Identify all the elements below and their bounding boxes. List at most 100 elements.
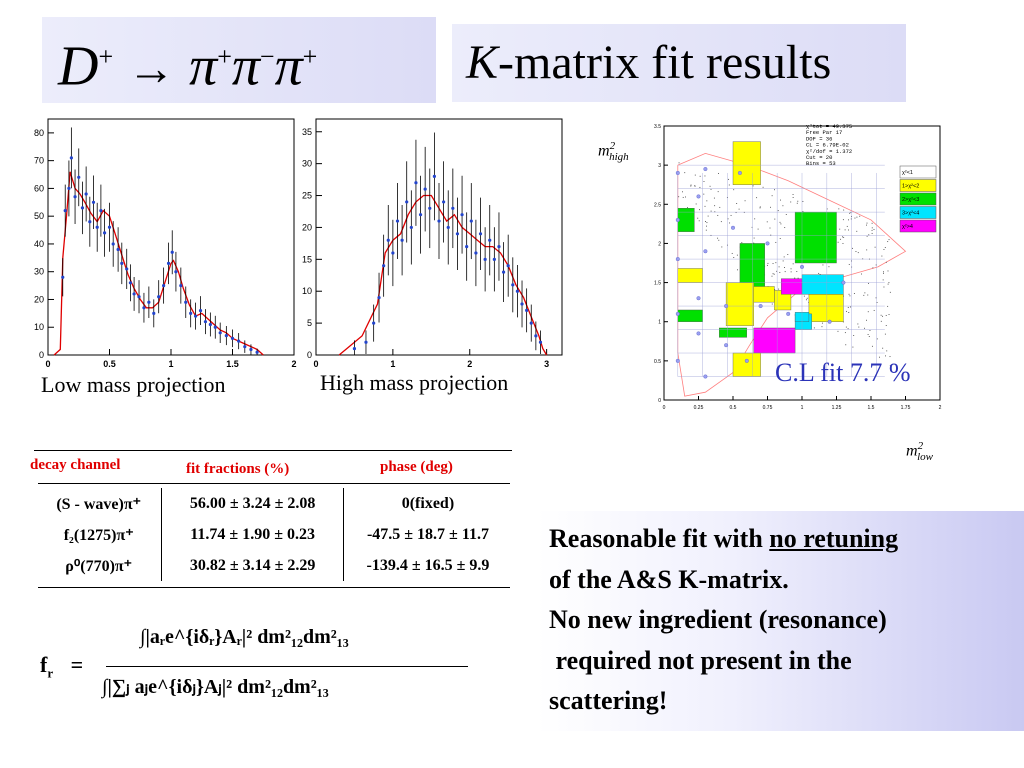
event-dot — [698, 209, 700, 211]
event-dot — [728, 184, 730, 186]
x-tick-label: 1 — [390, 359, 395, 369]
legend-label: 2>χ²<3 — [902, 197, 919, 203]
legend-label: χ²>4 — [902, 224, 913, 230]
bin-marker — [737, 170, 742, 175]
formula-fraction-bar — [106, 666, 468, 667]
note-line-3: No new ingredient (resonance) — [549, 605, 887, 634]
event-dot — [850, 306, 852, 308]
data-point — [111, 242, 115, 246]
dalitz-x-tick-label: 1 — [801, 405, 804, 411]
event-dot — [778, 266, 780, 268]
table-header-rule — [38, 483, 510, 484]
data-point — [67, 186, 71, 191]
event-dot — [770, 206, 771, 208]
y-tick-label: 10 — [34, 322, 44, 332]
event-dot — [694, 185, 696, 187]
data-point — [128, 281, 133, 285]
event-dot — [850, 211, 852, 213]
event-dot — [845, 310, 847, 312]
event-dot — [871, 345, 873, 347]
event-dot — [845, 326, 847, 328]
event-dot — [866, 222, 868, 224]
x-tick-label: 2 — [467, 359, 472, 369]
event-dot — [735, 212, 737, 214]
fit-fraction-formula: fr = ∫|aᵣe^{iδᵣ}Aᵣ|² dm²₁₂dm²₁₃ ∫|∑ⱼ aⱼe… — [40, 622, 468, 712]
data-point — [99, 209, 103, 213]
legend-swatch — [899, 206, 937, 219]
dalitz-plot: 0 0.25 0.5 0.75 1 1.25 1.5 1.75 2 0 0.5 1 1.5 2 2.5 3 3.… — [654, 123, 942, 411]
bin-marker — [799, 264, 804, 269]
note-line-4: required not present in the — [549, 645, 852, 675]
event-dot — [884, 247, 886, 249]
event-dot — [866, 224, 867, 226]
pi-1-charge: + — [217, 42, 232, 71]
data-point — [95, 225, 99, 229]
data-point — [364, 340, 368, 344]
event-dot — [790, 268, 792, 270]
event-dot — [697, 217, 699, 219]
event-dot — [867, 294, 869, 296]
event-dot — [813, 327, 815, 329]
event-dot — [771, 303, 773, 305]
data-point — [418, 213, 423, 217]
bin-marker — [724, 304, 729, 309]
event-dot — [796, 271, 798, 273]
event-dot — [819, 274, 821, 275]
event-dot — [848, 312, 850, 313]
event-dot — [703, 193, 705, 195]
event-dot — [694, 185, 696, 187]
data-point — [237, 339, 241, 343]
dalitz-y-tick-label: 2 — [658, 241, 661, 247]
data-point — [446, 225, 450, 230]
event-dot — [737, 269, 738, 271]
header-fit-fractions: fit fractions (%) — [186, 461, 290, 477]
event-dot — [792, 263, 794, 265]
event-dot — [871, 222, 873, 224]
data-point — [213, 325, 217, 329]
chi2-bin — [753, 286, 775, 303]
dalitz-y-tick-label: 3.5 — [654, 124, 661, 130]
event-dot — [842, 242, 844, 244]
event-dot — [885, 325, 887, 327]
data-point — [352, 347, 357, 351]
event-dot — [883, 272, 884, 274]
y-tick-label: 20 — [302, 222, 312, 232]
event-dot — [713, 197, 715, 199]
data-point — [198, 308, 203, 313]
event-dot — [846, 225, 848, 227]
event-dot — [743, 211, 745, 213]
legend-label: 1>χ²<2 — [902, 184, 919, 190]
data-point — [152, 311, 156, 315]
event-dot — [843, 236, 845, 238]
y-tick-label: 70 — [34, 156, 44, 166]
legend-swatch — [899, 219, 937, 233]
kmatrix-title: K-matrix fit results — [466, 34, 831, 92]
event-dot — [848, 229, 849, 231]
data-point — [120, 261, 124, 265]
chi2-bin — [725, 282, 754, 326]
event-dot — [706, 200, 708, 202]
event-dot — [871, 229, 873, 231]
event-dot — [714, 205, 716, 207]
data-point — [208, 322, 212, 327]
event-dot — [864, 292, 866, 294]
event-dot — [782, 260, 784, 262]
event-dot — [847, 328, 849, 330]
data-point — [132, 292, 136, 296]
event-dot — [719, 206, 721, 208]
event-dot — [844, 332, 846, 334]
event-dot — [842, 236, 843, 238]
x-tick-label: 2 — [291, 359, 296, 369]
legend-swatch — [899, 179, 937, 192]
data-point — [469, 219, 473, 223]
note-line-1: Reasonable fit with no retuning — [549, 524, 899, 553]
event-dot — [868, 234, 870, 236]
x-tick-label: 0 — [45, 359, 50, 369]
data-point — [488, 238, 492, 242]
reaction-title-box: D+ → π+π−π+ — [42, 17, 436, 103]
event-dot — [797, 200, 799, 202]
event-dot — [872, 267, 874, 269]
event-dot — [838, 208, 840, 210]
chi2-bin — [718, 327, 747, 338]
data-point — [125, 267, 129, 271]
